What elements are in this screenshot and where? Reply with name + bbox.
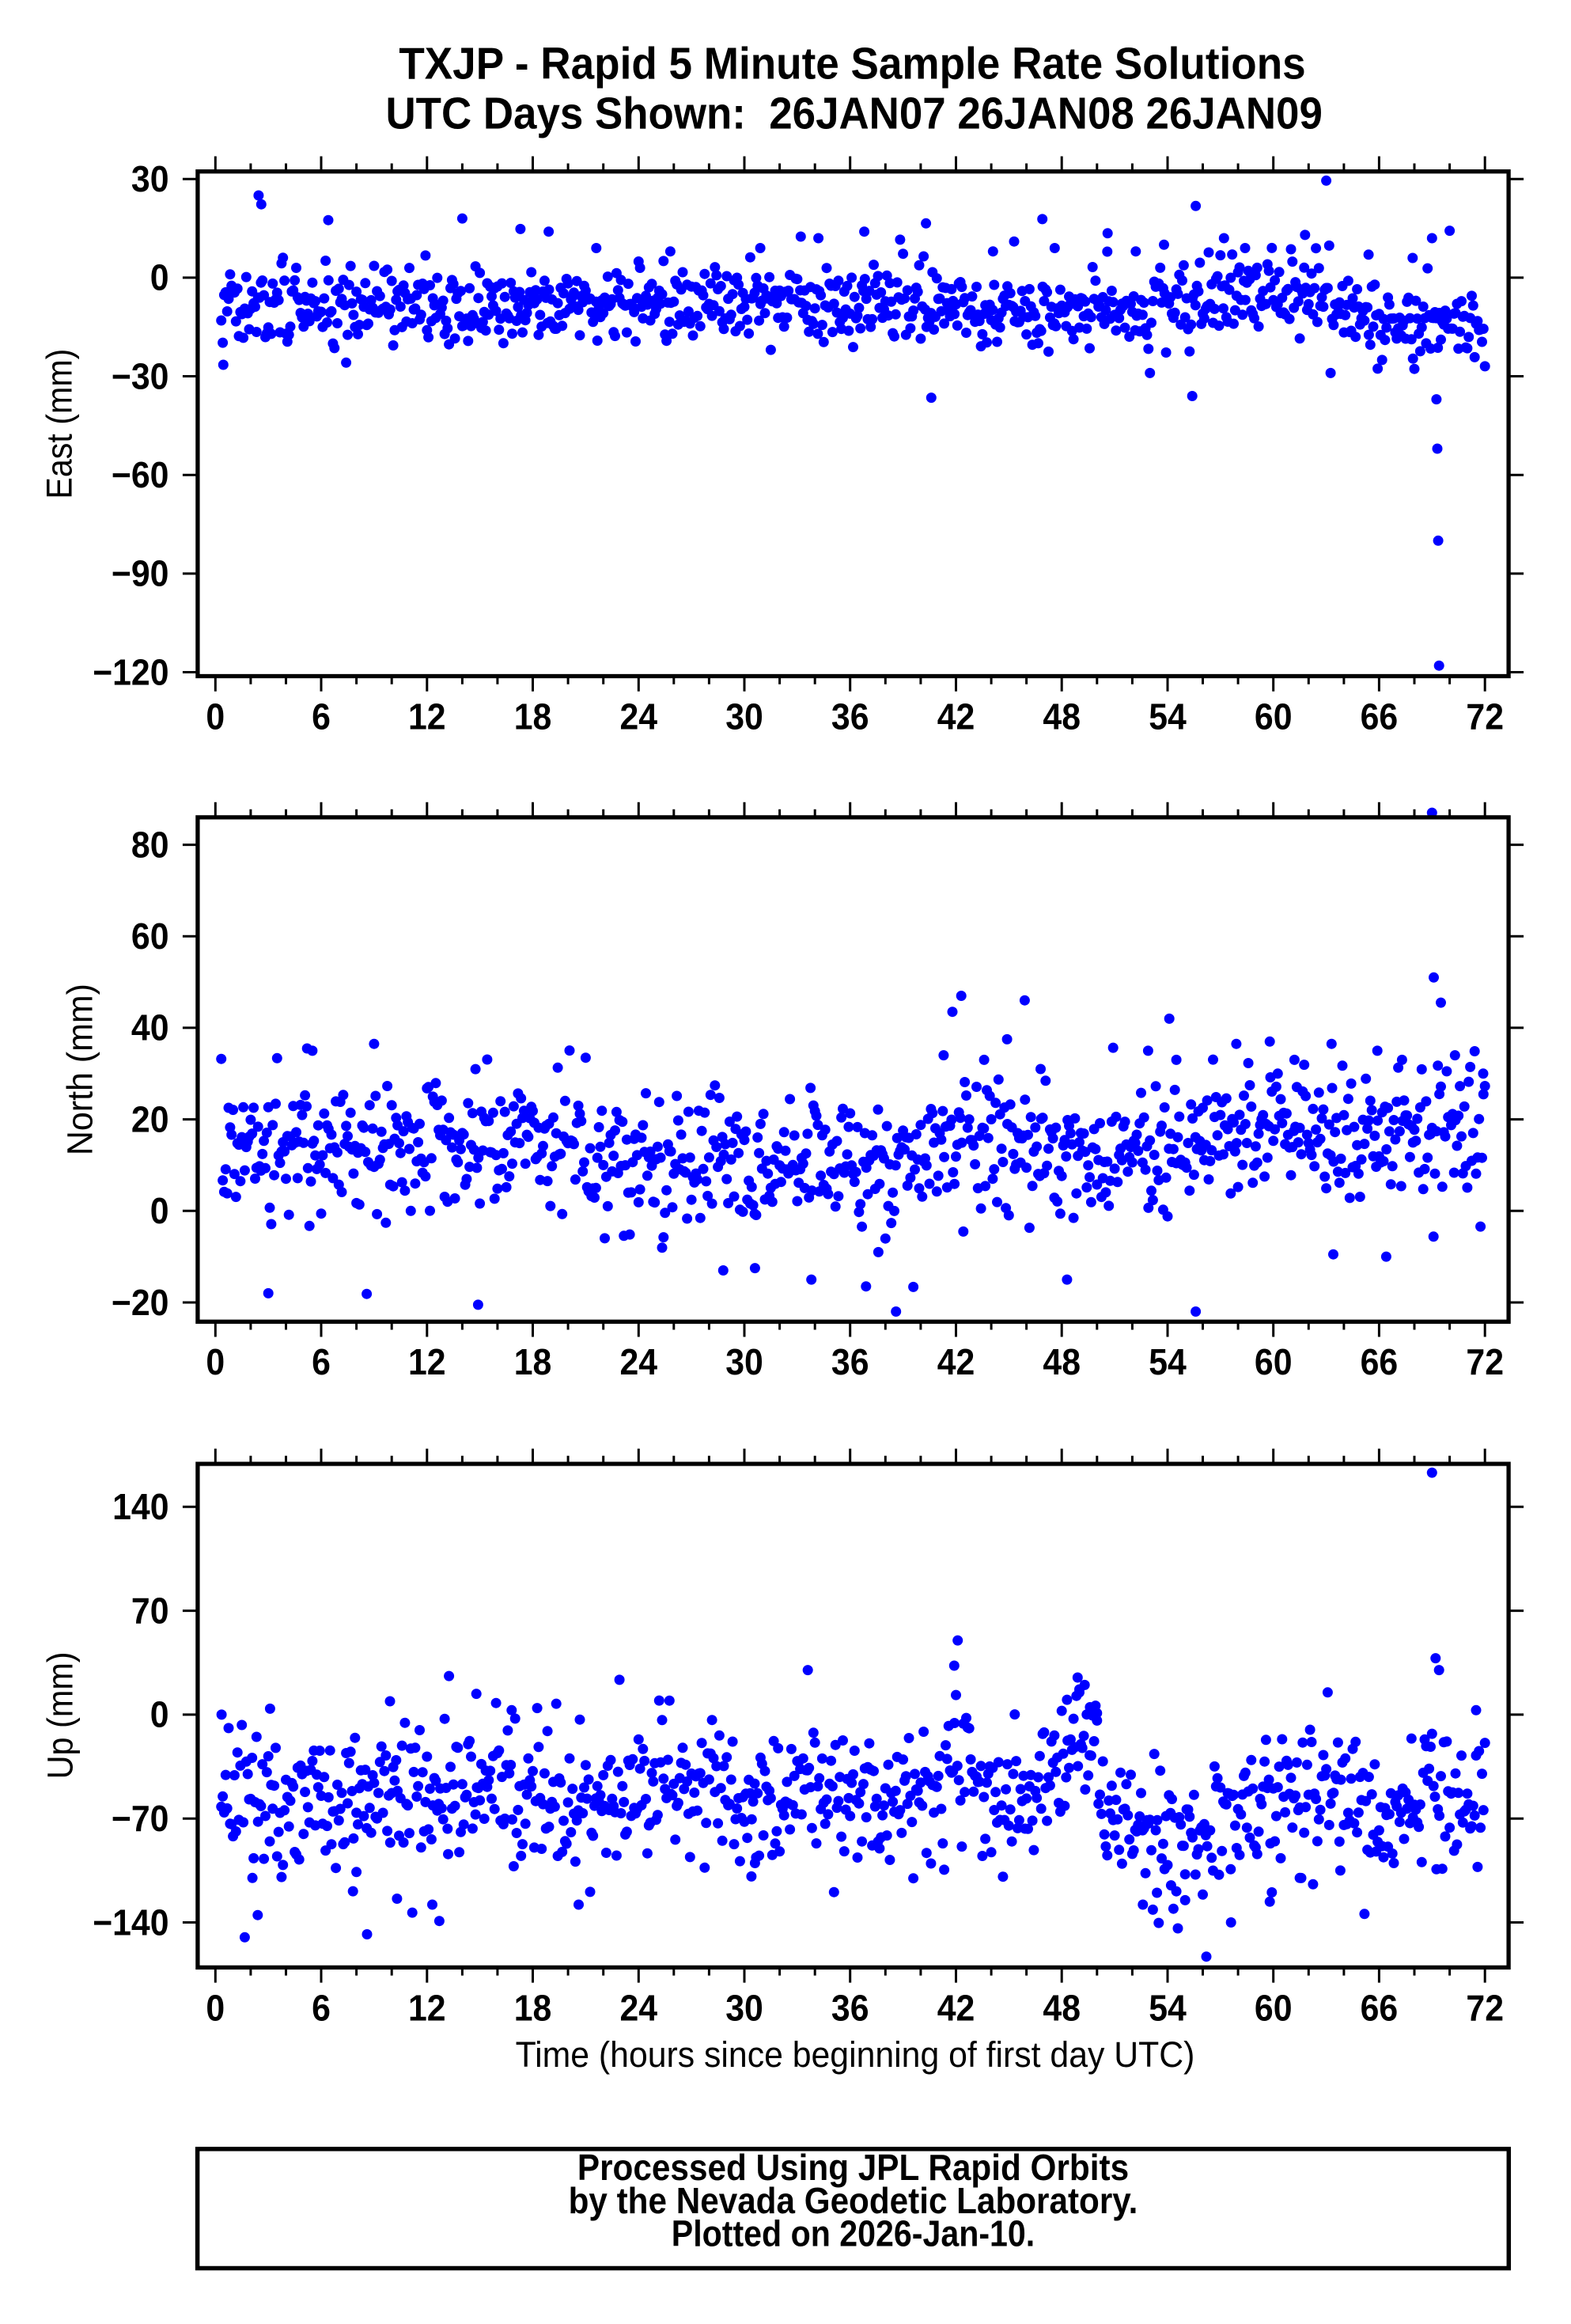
svg-text:42: 42 bbox=[937, 1987, 975, 2028]
svg-text:30: 30 bbox=[725, 1987, 763, 2028]
svg-text:18: 18 bbox=[514, 696, 552, 737]
svg-text:24: 24 bbox=[620, 1341, 658, 1382]
svg-text:Plotted on 2026-Jan-10.: Plotted on 2026-Jan-10. bbox=[672, 2212, 1035, 2254]
svg-text:−140: −140 bbox=[93, 1901, 168, 1943]
svg-text:−20: −20 bbox=[112, 1282, 169, 1323]
svg-text:TXJP - Rapid 5 Minute Sample R: TXJP - Rapid 5 Minute Sample Rate Soluti… bbox=[399, 39, 1305, 89]
svg-text:30: 30 bbox=[131, 158, 169, 199]
svg-text:36: 36 bbox=[831, 696, 869, 737]
svg-text:70: 70 bbox=[131, 1590, 169, 1631]
svg-text:36: 36 bbox=[831, 1341, 869, 1382]
svg-text:66: 66 bbox=[1361, 1987, 1399, 2028]
svg-text:60: 60 bbox=[1255, 1341, 1293, 1382]
svg-text:0: 0 bbox=[206, 1341, 225, 1382]
svg-text:54: 54 bbox=[1149, 1341, 1187, 1382]
svg-text:24: 24 bbox=[620, 696, 658, 737]
svg-text:0: 0 bbox=[150, 1190, 169, 1231]
svg-text:72: 72 bbox=[1466, 1341, 1504, 1382]
svg-text:60: 60 bbox=[1255, 1987, 1293, 2028]
svg-text:24: 24 bbox=[620, 1987, 658, 2028]
svg-text:UTC Days Shown: 26JAN07 26JAN: UTC Days Shown: 26JAN07 26JAN08 26JAN09 bbox=[385, 89, 1322, 139]
svg-text:6: 6 bbox=[312, 696, 331, 737]
svg-text:40: 40 bbox=[131, 1007, 169, 1048]
svg-text:72: 72 bbox=[1466, 1987, 1504, 2028]
svg-text:36: 36 bbox=[831, 1987, 869, 2028]
svg-text:60: 60 bbox=[1255, 696, 1293, 737]
svg-text:Up (mm): Up (mm) bbox=[40, 1651, 80, 1779]
svg-text:30: 30 bbox=[725, 1341, 763, 1382]
svg-text:42: 42 bbox=[937, 1341, 975, 1382]
svg-text:−120: −120 bbox=[93, 651, 168, 692]
svg-text:Time (hours since beginning of: Time (hours since beginning of first day… bbox=[516, 2034, 1195, 2075]
svg-text:80: 80 bbox=[131, 824, 169, 865]
svg-text:−60: −60 bbox=[112, 454, 169, 495]
svg-text:12: 12 bbox=[408, 1987, 446, 2028]
svg-text:42: 42 bbox=[937, 696, 975, 737]
svg-text:30: 30 bbox=[725, 696, 763, 737]
svg-text:66: 66 bbox=[1361, 1341, 1399, 1382]
svg-text:140: 140 bbox=[112, 1486, 168, 1527]
svg-text:20: 20 bbox=[131, 1098, 169, 1139]
svg-text:60: 60 bbox=[131, 916, 169, 957]
svg-text:18: 18 bbox=[514, 1987, 552, 2028]
svg-text:48: 48 bbox=[1043, 1341, 1081, 1382]
svg-text:0: 0 bbox=[150, 1694, 169, 1735]
svg-text:12: 12 bbox=[408, 696, 446, 737]
svg-text:6: 6 bbox=[312, 1987, 331, 2028]
svg-text:66: 66 bbox=[1361, 696, 1399, 737]
svg-text:72: 72 bbox=[1466, 696, 1504, 737]
svg-text:North (mm): North (mm) bbox=[60, 984, 100, 1155]
svg-text:by the Nevada Geodetic Laborat: by the Nevada Geodetic Laboratory. bbox=[569, 2180, 1138, 2221]
svg-text:18: 18 bbox=[514, 1341, 552, 1382]
svg-text:48: 48 bbox=[1043, 696, 1081, 737]
svg-text:0: 0 bbox=[206, 1987, 225, 2028]
svg-text:Processed Using JPL Rapid Orbi: Processed Using JPL Rapid Orbits bbox=[577, 2147, 1129, 2188]
svg-text:0: 0 bbox=[206, 696, 225, 737]
svg-text:0: 0 bbox=[150, 257, 169, 298]
svg-text:East (mm): East (mm) bbox=[40, 349, 80, 499]
svg-text:−90: −90 bbox=[112, 553, 169, 594]
svg-text:12: 12 bbox=[408, 1341, 446, 1382]
svg-text:−30: −30 bbox=[112, 355, 169, 396]
svg-text:6: 6 bbox=[312, 1341, 331, 1382]
svg-text:48: 48 bbox=[1043, 1987, 1081, 2028]
svg-text:54: 54 bbox=[1149, 696, 1187, 737]
svg-text:−70: −70 bbox=[112, 1798, 169, 1839]
svg-text:54: 54 bbox=[1149, 1987, 1187, 2028]
